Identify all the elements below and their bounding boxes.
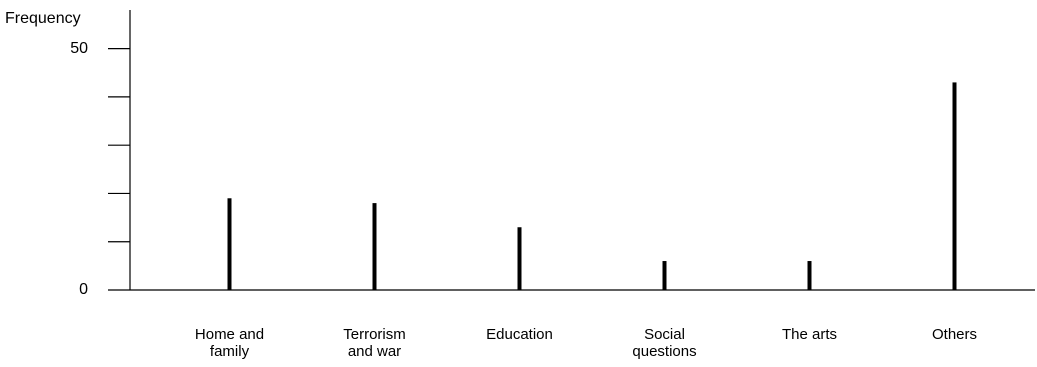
y-tick-label: 50 [70,40,88,57]
bar [372,203,377,290]
bar [227,198,232,290]
x-tick-label: The arts [781,326,838,343]
bar [807,261,812,290]
x-tick-label: Others [931,326,977,343]
bar [952,82,957,291]
bar [662,261,667,290]
x-tick-label: Home and family [194,326,265,360]
x-tick-label: Education [486,326,553,343]
x-tick-label: Terrorism and war [343,326,406,360]
y-tick-label: 0 [79,281,88,298]
y-axis-label: Frequency [5,10,81,27]
x-tick-label: Social questions [632,326,697,360]
bar [517,227,522,290]
